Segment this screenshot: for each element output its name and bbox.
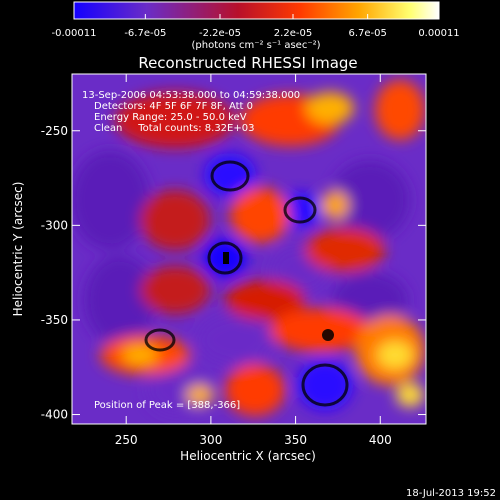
colorbar-unit-label: (photons cm⁻² s⁻¹ asec⁻²) [191, 40, 320, 51]
y-axis: -250 -300 -350 -400 [41, 124, 426, 422]
heatmap-image [72, 74, 426, 424]
y-tick-label: -400 [41, 408, 68, 422]
x-tick-label: 250 [115, 433, 138, 447]
colorbar-tick-label: -2.2e-05 [199, 28, 241, 39]
x-tick-label: 350 [284, 433, 307, 447]
annotation-energy-range: Energy Range: 25.0 - 50.0 keV [94, 112, 247, 123]
y-axis-label: Heliocentric Y (arcsec) [11, 182, 25, 317]
colorbar: -0.00011 -6.7e-05 -2.2e-05 2.2e-05 6.7e-05 0.… [52, 1, 460, 51]
x-axis-label: Heliocentric X (arcsec) [180, 449, 316, 463]
y-tick-label: -300 [41, 218, 68, 232]
colorbar-tick-label: 6.7e-05 [348, 28, 386, 39]
annotation-method-counts: Clean Total counts: 8.32E+03 [94, 123, 254, 134]
y-tick-label: -250 [41, 124, 68, 138]
colorbar-tick-label: -0.00011 [52, 28, 97, 39]
annotation-time-range: 13-Sep-2006 04:53:38.000 to 04:59:38.000 [82, 90, 300, 101]
footer-timestamp: 18-Jul-2013 19:52 [406, 488, 496, 499]
x-tick-label: 400 [369, 433, 392, 447]
annotation-detectors: Detectors: 4F 5F 6F 7F 8F, Att 0 [94, 101, 253, 112]
colorbar-tick-label: -6.7e-05 [124, 28, 166, 39]
chart-title: Reconstructed RHESSI Image [138, 54, 357, 72]
plot-frame [71, 73, 427, 425]
colorbar-tick-label: 2.2e-05 [274, 28, 312, 39]
colorbar-tick-label: 0.00011 [418, 28, 459, 39]
y-tick-label: -350 [41, 313, 68, 327]
x-tick-label: 300 [199, 433, 222, 447]
x-axis: 250 300 350 400 [115, 74, 392, 447]
annotation-peak-position: Position of Peak = [388,-366] [94, 400, 240, 411]
colorbar-ticks: -0.00011 -6.7e-05 -2.2e-05 2.2e-05 6.7e-05 0.… [52, 14, 460, 39]
colorbar-gradient [73, 1, 440, 20]
